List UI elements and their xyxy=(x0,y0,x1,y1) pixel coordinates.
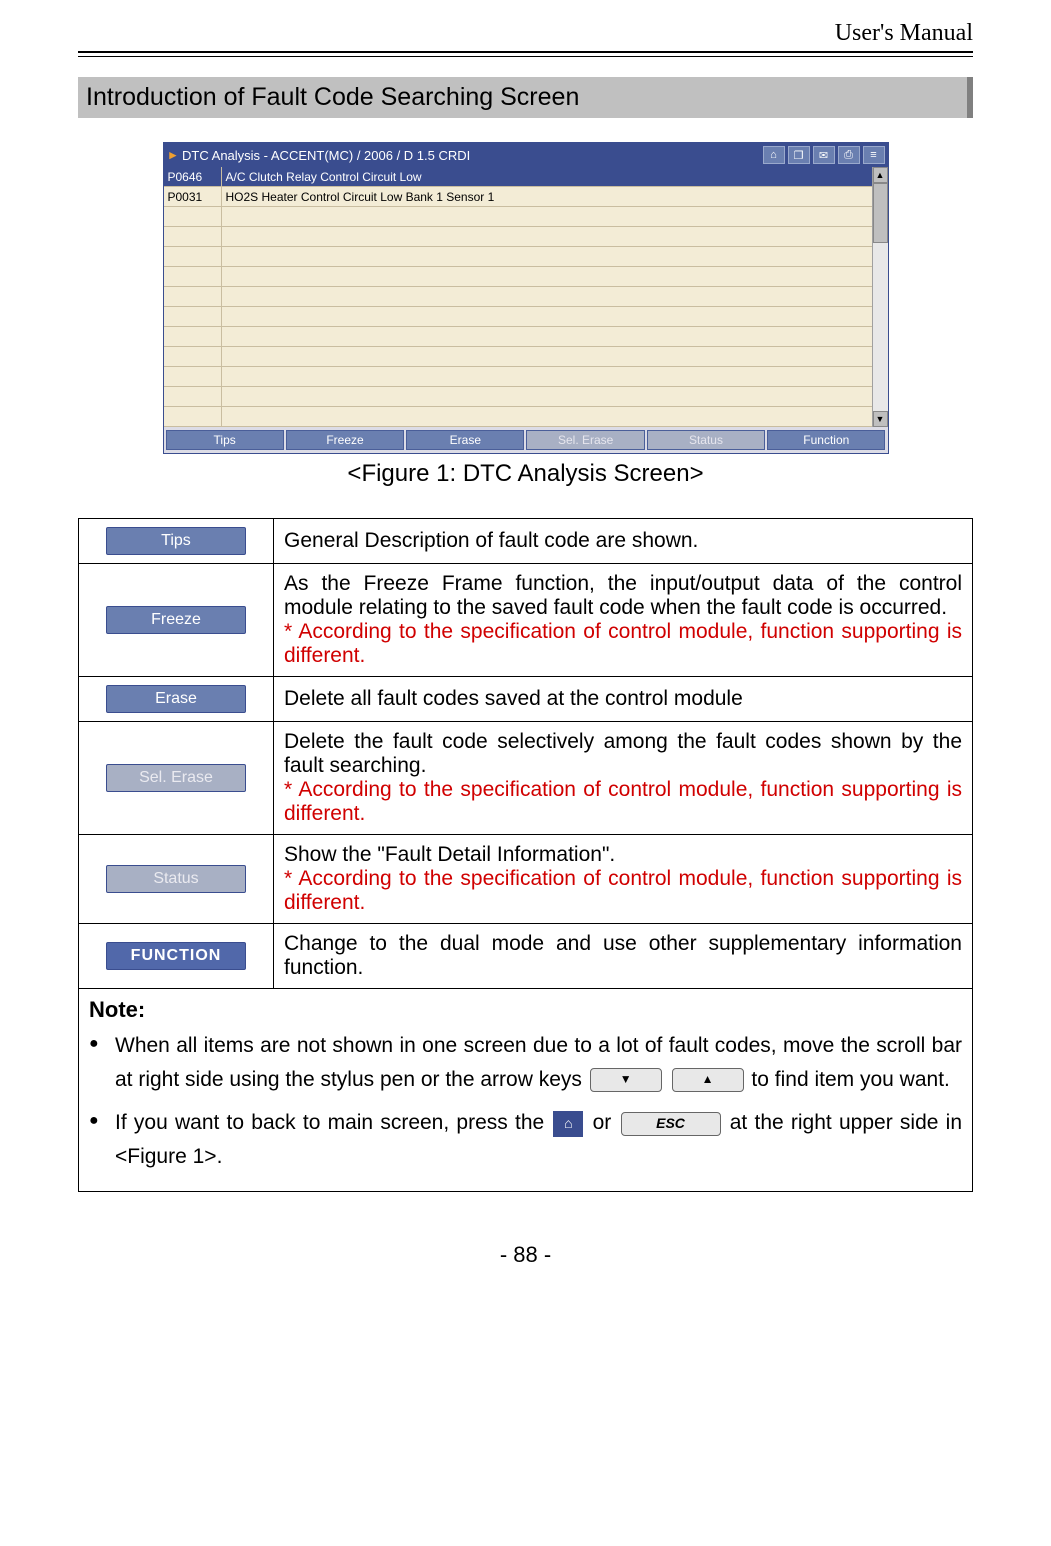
home-key-icon: ⌂ xyxy=(553,1111,583,1137)
chat-icon[interactable]: ✉ xyxy=(813,146,835,164)
desc-row: Status Show the "Fault Detail Information… xyxy=(79,835,973,924)
erase-button[interactable]: Erase xyxy=(406,430,524,450)
note-row: Note: When all items are not shown in one… xyxy=(79,989,973,1192)
window-icon[interactable]: ❐ xyxy=(788,146,810,164)
desc-text-cell: Delete all fault codes saved at the cont… xyxy=(274,677,973,722)
desc-btn-cell: Status xyxy=(79,835,274,924)
scroll-up-button[interactable]: ▲ xyxy=(873,167,888,183)
dtc-row-empty xyxy=(164,307,888,327)
desc-text: Delete the fault code selectively among … xyxy=(284,730,962,777)
dtc-row-empty xyxy=(164,227,888,247)
menu-icon[interactable]: ≡ xyxy=(863,146,885,164)
dtc-code-cell: P0646 xyxy=(164,167,222,186)
status-pill: Status xyxy=(106,865,246,893)
titlebar-arrow-icon: ▸ xyxy=(164,147,183,163)
status-button: Status xyxy=(647,430,765,450)
dtc-code-cell: P0031 xyxy=(164,187,222,206)
dtc-row-empty xyxy=(164,247,888,267)
tips-pill: Tips xyxy=(106,527,246,555)
desc-text: Show the "Fault Detail Information". xyxy=(284,843,615,866)
desc-btn-cell: Tips xyxy=(79,519,274,564)
dtc-footer: TipsFreezeEraseSel. EraseStatusFunction xyxy=(164,427,888,453)
home-icon[interactable]: ⌂ xyxy=(763,146,785,164)
figure-area: ▸ DTC Analysis - ACCENT(MC) / 2006 / D 1… xyxy=(78,142,973,454)
desc-note: * According to the specification of cont… xyxy=(284,867,962,914)
desc-row: Freeze As the Freeze Frame function, the … xyxy=(79,564,973,677)
note-item-2: If you want to back to main screen, pres… xyxy=(89,1106,962,1173)
note-heading: Note: xyxy=(89,997,962,1023)
dtc-desc-cell: A/C Clutch Relay Control Circuit Low xyxy=(222,167,888,186)
print-icon[interactable]: ⎙ xyxy=(838,146,860,164)
desc-btn-cell: Erase xyxy=(79,677,274,722)
note-item-1: When all items are not shown in one scre… xyxy=(89,1029,962,1096)
desc-note: * According to the specification of cont… xyxy=(284,620,962,667)
desc-note: * According to the specification of cont… xyxy=(284,778,962,825)
dtc-analysis-window: ▸ DTC Analysis - ACCENT(MC) / 2006 / D 1… xyxy=(163,142,889,454)
section-heading: Introduction of Fault Code Searching Scr… xyxy=(78,77,973,118)
function-pill: FUNCTION xyxy=(106,942,246,970)
desc-row: Tips General Description of fault code ar… xyxy=(79,519,973,564)
desc-text: Delete all fault codes saved at the cont… xyxy=(284,687,743,710)
dtc-titlebar: ▸ DTC Analysis - ACCENT(MC) / 2006 / D 1… xyxy=(164,143,888,167)
dtc-desc-cell: HO2S Heater Control Circuit Low Bank 1 S… xyxy=(222,187,888,206)
desc-row: Erase Delete all fault codes saved at the… xyxy=(79,677,973,722)
desc-btn-cell: Sel. Erase xyxy=(79,722,274,835)
scroll-down-button[interactable]: ▼ xyxy=(873,411,888,427)
sel--erase-button: Sel. Erase xyxy=(526,430,644,450)
dtc-row-empty xyxy=(164,267,888,287)
dtc-row-empty xyxy=(164,387,888,407)
dtc-row-empty xyxy=(164,407,888,427)
desc-row: Sel. Erase Delete the fault code selectiv… xyxy=(79,722,973,835)
desc-text-cell: Show the "Fault Detail Information".* Ac… xyxy=(274,835,973,924)
sel--erase-pill: Sel. Erase xyxy=(106,764,246,792)
scroll-track[interactable] xyxy=(873,183,888,411)
header-rule xyxy=(78,51,973,57)
freeze-button[interactable]: Freeze xyxy=(286,430,404,450)
description-table: Tips General Description of fault code ar… xyxy=(78,518,973,1192)
page-number: - 88 - xyxy=(78,1242,973,1268)
dtc-grid: P0646A/C Clutch Relay Control Circuit Lo… xyxy=(164,167,888,427)
freeze-pill: Freeze xyxy=(106,606,246,634)
desc-text: Change to the dual mode and use other su… xyxy=(284,932,962,979)
dtc-row-empty xyxy=(164,287,888,307)
desc-text-cell: General Description of fault code are sh… xyxy=(274,519,973,564)
desc-row: FUNCTION Change to the dual mode and use … xyxy=(79,924,973,989)
dtc-row-empty xyxy=(164,347,888,367)
dtc-row-empty xyxy=(164,327,888,347)
dtc-row[interactable]: P0646A/C Clutch Relay Control Circuit Lo… xyxy=(164,167,888,187)
desc-text-cell: Delete the fault code selectively among … xyxy=(274,722,973,835)
esc-key-icon: ESC xyxy=(621,1112,721,1136)
note-list: When all items are not shown in one scre… xyxy=(89,1029,962,1173)
dtc-scrollbar[interactable]: ▲ ▼ xyxy=(872,167,888,427)
dtc-title-text: DTC Analysis - ACCENT(MC) / 2006 / D 1.5… xyxy=(182,148,762,163)
dtc-row[interactable]: P0031HO2S Heater Control Circuit Low Ban… xyxy=(164,187,888,207)
function-button[interactable]: Function xyxy=(767,430,885,450)
scroll-thumb[interactable] xyxy=(873,183,888,243)
desc-text-cell: Change to the dual mode and use other su… xyxy=(274,924,973,989)
arrow-up-key-icon: ▲ xyxy=(672,1068,744,1092)
figure-caption: <Figure 1: DTC Analysis Screen> xyxy=(78,460,973,488)
note-cell: Note: When all items are not shown in one… xyxy=(79,989,973,1192)
arrow-down-key-icon: ▼ xyxy=(590,1068,662,1092)
desc-btn-cell: Freeze xyxy=(79,564,274,677)
desc-text: As the Freeze Frame function, the input/… xyxy=(284,572,962,619)
desc-btn-cell: FUNCTION xyxy=(79,924,274,989)
dtc-row-empty xyxy=(164,367,888,387)
manual-title: User's Manual xyxy=(78,20,973,47)
desc-text: General Description of fault code are sh… xyxy=(284,529,698,552)
tips-button[interactable]: Tips xyxy=(166,430,284,450)
dtc-row-empty xyxy=(164,207,888,227)
erase-pill: Erase xyxy=(106,685,246,713)
desc-text-cell: As the Freeze Frame function, the input/… xyxy=(274,564,973,677)
